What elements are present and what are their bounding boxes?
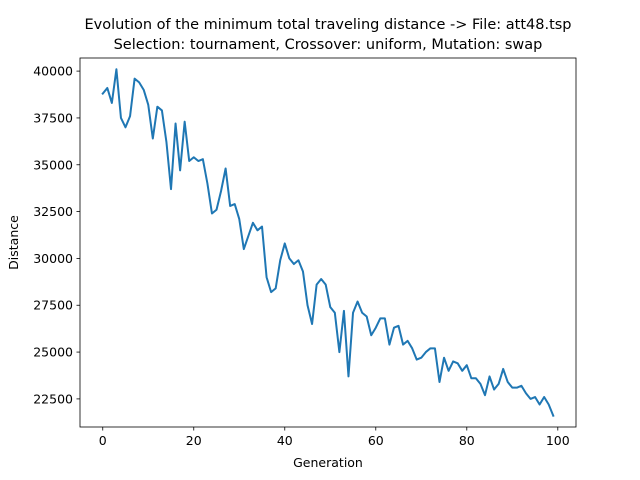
plot-frame xyxy=(79,57,577,428)
y-axis-label: Distance xyxy=(6,215,21,270)
y-tick-label: 30000 xyxy=(33,251,73,266)
x-tick-label: 100 xyxy=(546,433,570,448)
y-tick-label: 40000 xyxy=(33,64,73,79)
y-tick-label: 35000 xyxy=(33,157,73,172)
x-tick-label: 40 xyxy=(277,433,293,448)
x-tick-label: 20 xyxy=(186,433,202,448)
y-tick-label: 22500 xyxy=(33,391,73,406)
y-tick-label: 32500 xyxy=(33,204,73,219)
x-axis-label: Generation xyxy=(293,455,363,470)
x-axis-ticks: 0 20 40 60 80 100 xyxy=(99,427,570,448)
y-axis-ticks: 22500 25000 27500 30000 32500 35000 37500 40000 xyxy=(33,64,80,406)
y-tick-label: 37500 xyxy=(33,110,73,125)
x-tick-label: 80 xyxy=(459,433,475,448)
series-line xyxy=(101,68,555,418)
y-tick-label: 25000 xyxy=(33,345,73,360)
x-tick-label: 0 xyxy=(99,433,107,448)
chart-title: Evolution of the minimum total traveling… xyxy=(84,17,571,33)
x-tick-label: 60 xyxy=(368,433,384,448)
y-tick-label: 27500 xyxy=(33,298,73,313)
chart-subtitle: Selection: tournament, Crossover: unifor… xyxy=(114,37,543,53)
